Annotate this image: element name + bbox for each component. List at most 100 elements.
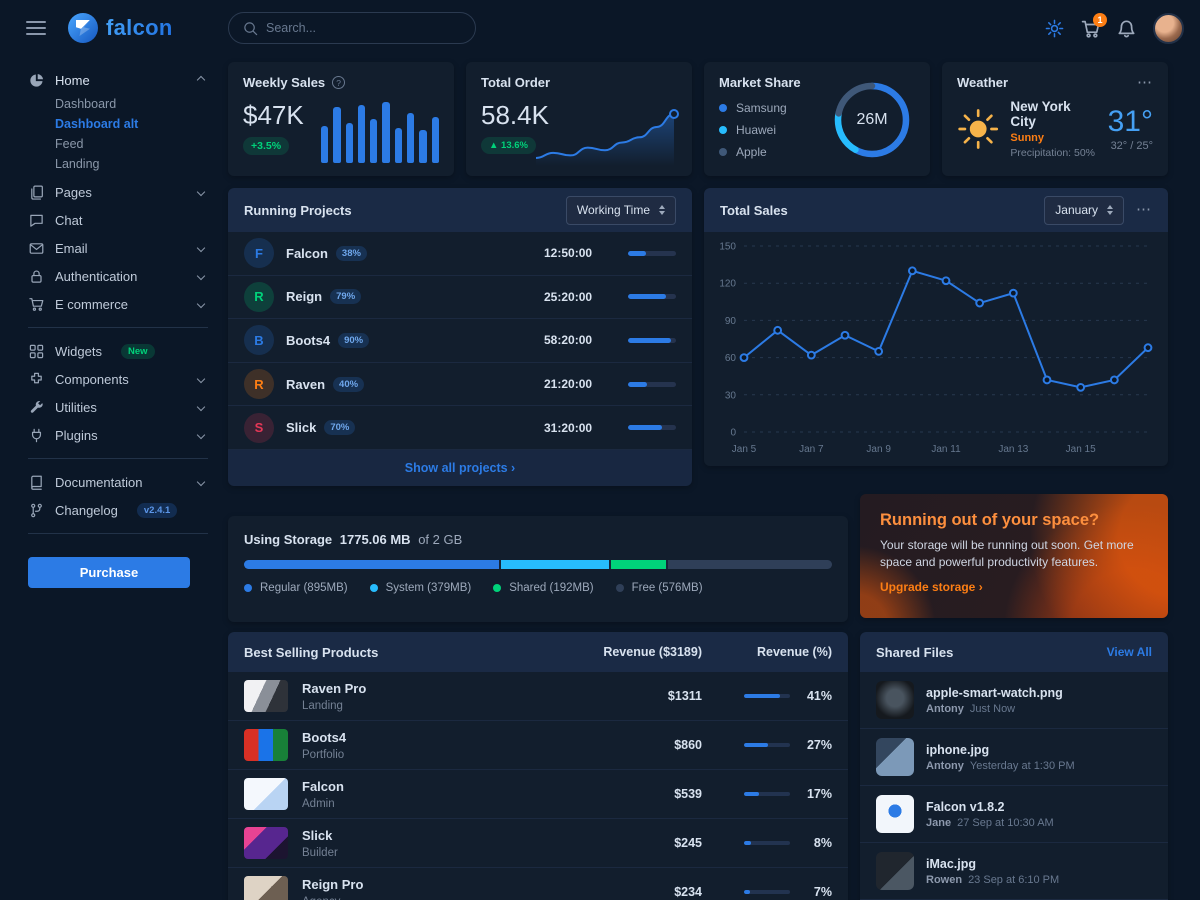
top-navbar: falcon 1 bbox=[0, 0, 1200, 56]
legend-item: Apple bbox=[719, 145, 915, 159]
legend-item: Free (576MB) bbox=[615, 582, 703, 594]
svg-text:Jan 13: Jan 13 bbox=[998, 444, 1028, 455]
project-progress bbox=[628, 294, 676, 300]
purchase-button[interactable]: Purchase bbox=[28, 557, 190, 588]
project-row[interactable]: R Reign 79% 25:20:00 bbox=[228, 276, 692, 320]
table-row[interactable]: Falcon Admin $539 17% bbox=[228, 770, 848, 819]
sidebar-item-widgets[interactable]: Widgets New bbox=[28, 337, 208, 365]
svg-text:Jan 15: Jan 15 bbox=[1066, 444, 1096, 455]
cart-icon[interactable]: 1 bbox=[1081, 12, 1107, 38]
ellipsis-icon[interactable] bbox=[1136, 205, 1152, 215]
select-caret-icon bbox=[1107, 205, 1113, 215]
project-row[interactable]: B Boots4 90% 58:20:00 bbox=[228, 319, 692, 363]
version-badge: v2.4.1 bbox=[136, 502, 178, 518]
sidebar-item-home[interactable]: Home bbox=[28, 66, 208, 94]
file-row[interactable]: Falcon v1.8.2 Jane 27 Sep at 10:30 AM bbox=[860, 786, 1168, 843]
product-thumbnail bbox=[244, 778, 288, 810]
sidebar-divider bbox=[28, 458, 208, 459]
upgrade-storage-link[interactable]: Upgrade storage › bbox=[880, 579, 983, 594]
widgets-grid-icon bbox=[28, 344, 44, 359]
project-row[interactable]: S Slick 70% 31:20:00 bbox=[228, 406, 692, 450]
sidebar-divider bbox=[28, 533, 208, 534]
sidebar-item-changelog[interactable]: Changelog v2.4.1 bbox=[28, 496, 208, 524]
sidebar-item-authentication[interactable]: Authentication bbox=[28, 262, 208, 290]
legend-item: Regular (895MB) bbox=[244, 582, 348, 594]
falcon-logo-icon bbox=[68, 13, 98, 43]
sidebar-item-label: Home bbox=[55, 72, 90, 88]
settings-gear-icon[interactable] bbox=[1045, 19, 1064, 38]
file-row[interactable]: apple-smart-watch.png Antony Just Now bbox=[860, 672, 1168, 729]
sidebar-item-chat[interactable]: Chat bbox=[28, 206, 208, 234]
sidebar-item-components[interactable]: Components bbox=[28, 365, 208, 393]
file-row[interactable]: iMac.jpg Rowen 23 Sep at 6:10 PM bbox=[860, 843, 1168, 900]
legend-label: Shared (192MB) bbox=[509, 582, 594, 594]
file-author: Antony bbox=[926, 702, 964, 715]
product-name: Reign Pro bbox=[302, 877, 364, 892]
revenue-pct-bar bbox=[744, 792, 790, 796]
table-row[interactable]: Slick Builder $245 8% bbox=[228, 819, 848, 868]
question-icon[interactable] bbox=[332, 76, 346, 89]
file-name: Falcon v1.8.2 bbox=[926, 799, 1005, 814]
svg-text:Jan 11: Jan 11 bbox=[931, 444, 961, 455]
product-thumbnail bbox=[244, 729, 288, 761]
legend-label: System (379MB) bbox=[385, 582, 472, 594]
show-all-projects-link[interactable]: Show all projects › bbox=[404, 460, 516, 475]
sidebar-item-label: Authentication bbox=[55, 268, 138, 284]
sidebar-item-feed[interactable]: Feed bbox=[55, 137, 84, 151]
legend-item: Shared (192MB) bbox=[493, 582, 594, 594]
view-all-link[interactable]: View All bbox=[1106, 645, 1152, 659]
code-branch-icon bbox=[28, 503, 44, 518]
sidebar-item-email[interactable]: Email bbox=[28, 234, 208, 262]
user-avatar[interactable] bbox=[1153, 12, 1184, 44]
sidebar-item-label: Widgets bbox=[55, 343, 102, 359]
total-sales-line-chart: 0 30 60 90 120 150 Jan 5 Jan 7 Jan 9 Jan 11 Jan 13… bbox=[719, 242, 1153, 455]
search-input[interactable] bbox=[266, 21, 461, 35]
project-row[interactable]: F Falcon 38% 12:50:00 bbox=[228, 232, 692, 276]
revenue-pct-label: 8% bbox=[813, 836, 832, 850]
chevron-down-icon bbox=[196, 402, 206, 412]
sidebar-item-dashboard[interactable]: Dashboard bbox=[55, 97, 117, 111]
sidebar-item-dashboard-alt[interactable]: Dashboard alt bbox=[55, 117, 139, 131]
sidebar-item-utilities[interactable]: Utilities bbox=[28, 393, 208, 421]
working-time-select[interactable]: Working Time bbox=[565, 195, 676, 225]
product-category: Portfolio bbox=[302, 749, 345, 761]
logo[interactable]: falcon bbox=[68, 13, 173, 43]
legend-dot bbox=[244, 584, 252, 592]
sidebar-item-label: Email bbox=[55, 240, 88, 256]
ellipsis-icon[interactable] bbox=[1137, 78, 1153, 88]
project-time: 58:20:00 bbox=[544, 333, 593, 348]
product-thumbnail bbox=[244, 680, 288, 712]
file-row[interactable]: iphone.jpg Antony Yesterday at 1:30 PM bbox=[860, 729, 1168, 786]
storage-progress-bar bbox=[244, 560, 832, 569]
svg-text:60: 60 bbox=[725, 353, 737, 364]
puzzle-icon bbox=[28, 372, 44, 387]
menu-toggle-icon[interactable] bbox=[26, 21, 46, 35]
sidebar-item-plugins[interactable]: Plugins bbox=[28, 421, 208, 449]
sidebar-item-pages[interactable]: Pages bbox=[28, 178, 208, 206]
table-row[interactable]: Boots4 Portfolio $860 27% bbox=[228, 721, 848, 770]
sidebar-item-landing[interactable]: Landing bbox=[55, 157, 100, 171]
table-row[interactable]: Raven Pro Landing $1311 41% bbox=[228, 672, 848, 721]
card-title: Market Share bbox=[719, 75, 801, 90]
avatar: R bbox=[244, 369, 274, 400]
project-row[interactable]: R Raven 40% 21:20:00 bbox=[228, 363, 692, 407]
product-revenue: $539 bbox=[674, 787, 702, 801]
revenue-pct-label: 7% bbox=[813, 885, 832, 899]
notifications-bell-icon[interactable] bbox=[1117, 19, 1136, 38]
table-row[interactable]: Reign Pro Agency $234 7% bbox=[228, 868, 848, 900]
sidebar-item-label: Changelog bbox=[55, 502, 118, 518]
file-author: Antony bbox=[926, 759, 964, 772]
product-name: Slick bbox=[302, 828, 333, 843]
donut-center-value: 26M bbox=[856, 111, 888, 128]
sidebar-item-documentation[interactable]: Documentation bbox=[28, 468, 208, 496]
month-select[interactable]: January bbox=[1044, 195, 1124, 225]
chevron-down-icon bbox=[196, 430, 206, 440]
product-category: Landing bbox=[302, 700, 343, 712]
shopping-cart-icon bbox=[28, 297, 44, 312]
project-pct-badge: 70% bbox=[324, 420, 356, 436]
select-value: January bbox=[1055, 203, 1098, 217]
chevron-up-icon bbox=[196, 75, 206, 85]
sidebar-item-label: E commerce bbox=[55, 296, 128, 312]
search-box[interactable] bbox=[228, 12, 476, 44]
sidebar-item-ecommerce[interactable]: E commerce bbox=[28, 290, 208, 318]
